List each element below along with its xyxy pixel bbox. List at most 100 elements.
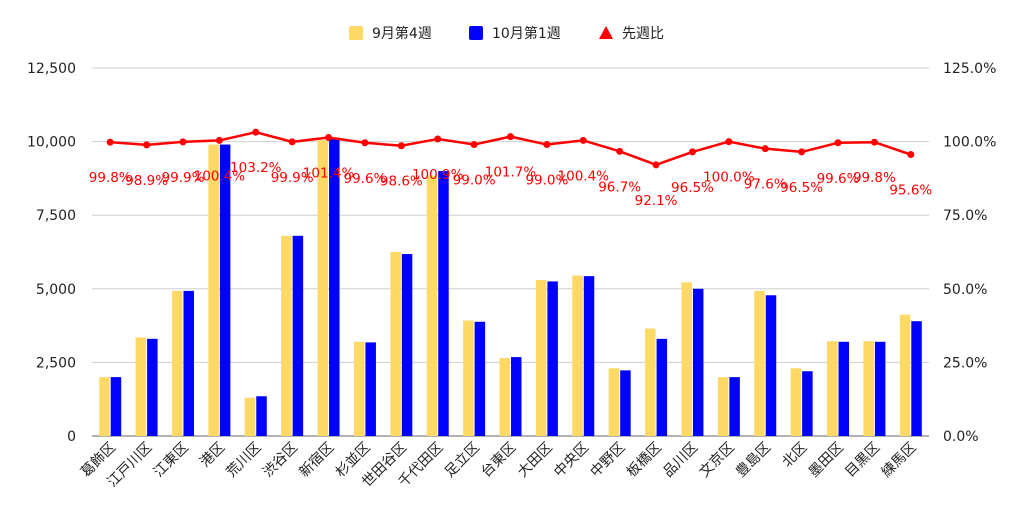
legend-swatch-ratio-triangle-icon [599, 26, 613, 39]
bar-10gatsu [183, 290, 194, 436]
bar-9gatsu [863, 341, 874, 436]
bar-10gatsu [511, 357, 522, 436]
ratio-point [434, 135, 442, 143]
y-right-tick-label: 75.0% [943, 208, 987, 224]
y-left-tick-label: 12,500 [27, 61, 76, 77]
ratio-point [397, 142, 405, 150]
y-left-tick-label: 5,000 [36, 282, 76, 298]
ratio-point [652, 161, 660, 169]
ratio-data-label: 100.4% [558, 168, 610, 184]
ratio-point [834, 139, 842, 147]
bar-10gatsu [110, 377, 122, 436]
ratio-data-label: 97.6% [744, 177, 787, 193]
x-category-label: 練馬区 [879, 440, 920, 481]
ratio-data-label: 98.9% [125, 173, 168, 189]
x-category-label: 渋谷区 [260, 440, 301, 481]
ratio-point [761, 145, 769, 153]
y-right-tick-label: 125.0% [943, 61, 996, 77]
bar-9gatsu [827, 341, 838, 436]
ratio-data-label: 98.6% [380, 174, 423, 190]
legend-swatch-9gatsu [349, 26, 363, 40]
bar-10gatsu [656, 338, 668, 436]
ratio-data-label: 92.1% [635, 193, 678, 209]
ratio-data-label: 103.2% [230, 160, 282, 176]
ratio-point [616, 147, 624, 155]
ratio-data-label: 96.5% [671, 180, 714, 196]
ratio-data-label: 100.0% [703, 170, 755, 186]
y-left-tick-label: 10,000 [27, 135, 76, 151]
x-category-label: 荒川区 [224, 440, 265, 481]
ratio-data-label: 99.8% [853, 170, 896, 186]
bar-10gatsu [219, 144, 231, 436]
bar-9gatsu [535, 279, 547, 436]
bar-9gatsu [499, 357, 510, 436]
bar-9gatsu [790, 368, 802, 436]
bar-9gatsu [353, 341, 365, 436]
ratio-data-label: 99.9% [162, 170, 205, 186]
bar-10gatsu [438, 171, 449, 437]
ratio-data-label: 99.0% [453, 173, 496, 189]
ratio-point [907, 151, 915, 159]
x-category-label: 文京区 [697, 440, 738, 481]
ratio-point [470, 141, 478, 149]
bar-9gatsu [244, 397, 256, 436]
x-category-label: 品川区 [660, 440, 701, 481]
bar-9gatsu [645, 328, 656, 436]
bar-9gatsu [281, 235, 292, 436]
ratio-data-label: 100.9% [412, 167, 464, 183]
legend-label-ratio: 先週比 [622, 26, 664, 42]
x-category-label: 新宿区 [296, 439, 338, 481]
ratio-point [252, 128, 260, 136]
y-left-tick-label: 7,500 [36, 208, 76, 224]
bar-10gatsu [802, 371, 813, 436]
ratio-point [106, 138, 114, 146]
y-right-tick-label: 100.0% [943, 135, 996, 151]
bar-10gatsu [147, 338, 158, 436]
bar-9gatsu [608, 368, 620, 436]
ratio-point [725, 138, 733, 146]
bar-10gatsu [292, 235, 304, 436]
y-right-tick-label: 0.0% [943, 429, 979, 445]
bar-9gatsu [390, 252, 401, 436]
bar-10gatsu [620, 370, 631, 436]
bar-10gatsu [765, 295, 777, 436]
x-category-label: 大田区 [515, 440, 556, 481]
bar-9gatsu [717, 377, 729, 436]
x-category-label: 足立区 [442, 440, 483, 481]
ratio-data-label: 96.7% [598, 179, 641, 195]
x-category-label: 目黒区 [842, 440, 883, 481]
ratio-point [870, 138, 878, 146]
x-category-label: 中央区 [551, 440, 592, 481]
x-category-label: 北区 [779, 440, 810, 471]
bar-10gatsu [329, 138, 340, 436]
ratio-data-label: 101.4% [303, 165, 355, 181]
bar-9gatsu [899, 314, 911, 436]
bar-9gatsu [426, 175, 438, 436]
bar-10gatsu [583, 276, 595, 436]
ratio-point [179, 138, 187, 146]
bar-10gatsu [256, 396, 267, 436]
x-category-label: 江東区 [151, 440, 192, 481]
ratio-point [543, 141, 551, 149]
bar-9gatsu [171, 290, 183, 436]
ratio-point [361, 139, 369, 147]
bar-9gatsu [208, 144, 219, 436]
bar-10gatsu [474, 321, 486, 436]
bar-10gatsu [911, 321, 922, 436]
x-category-label: 港区 [197, 440, 228, 471]
bar-9gatsu [754, 290, 765, 436]
ratio-data-label: 95.6% [889, 183, 932, 199]
bar-10gatsu [838, 341, 850, 436]
ratio-data-label: 99.0% [525, 173, 568, 189]
ratio-data-label: 99.8% [89, 170, 132, 186]
legend-label-10gatsu: 10月第1週 [492, 25, 561, 42]
bar-9gatsu [317, 140, 329, 437]
ratio-point [143, 141, 151, 149]
ratio-data-label: 101.7% [485, 165, 537, 181]
ratio-point [798, 148, 806, 156]
legend-label-9gatsu: 9月第4週 [372, 25, 432, 42]
ratio-data-label: 99.6% [343, 171, 386, 187]
bar-10gatsu [729, 377, 740, 436]
